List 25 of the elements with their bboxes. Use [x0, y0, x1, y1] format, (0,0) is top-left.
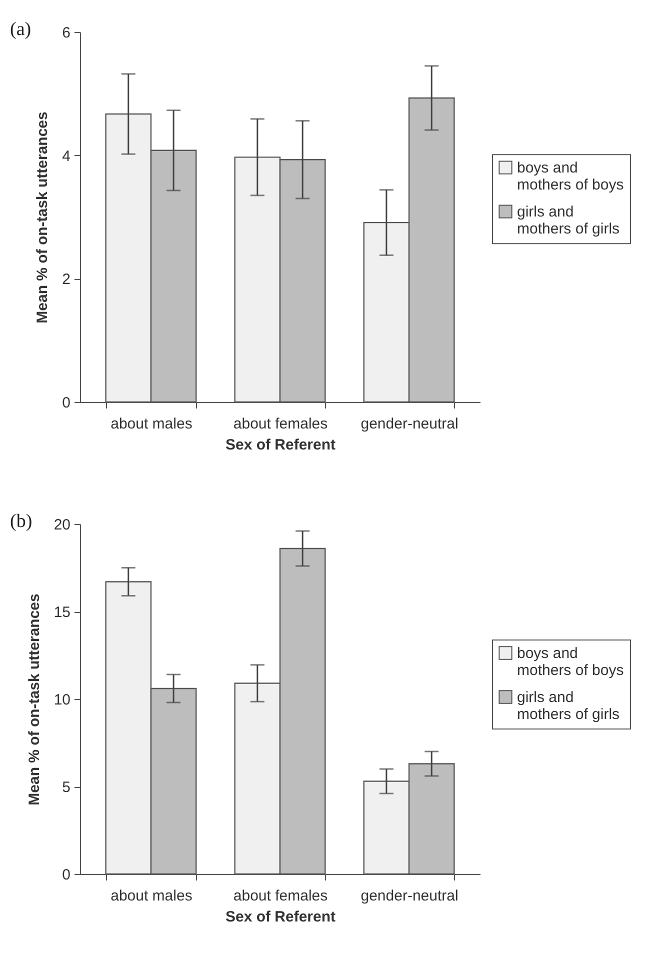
legend-label: girls and mothers of girls: [517, 204, 620, 238]
x-tick-label: about females: [233, 416, 328, 432]
x-tick-label: gender-neutral: [360, 888, 458, 904]
x-tick-label: about males: [110, 888, 192, 904]
x-axis-title: Sex of Referent: [225, 436, 336, 454]
y-tick-label: 6: [62, 24, 70, 42]
x-tick-label: about males: [110, 416, 192, 432]
x-tick-label: about females: [233, 888, 328, 904]
y-tick-label: 5: [62, 779, 70, 796]
chart-title: (b): [10, 511, 32, 532]
y-tick-label: 20: [54, 516, 70, 534]
y-tick-label: 0: [62, 866, 70, 884]
x-tick-label: gender-neutral: [360, 416, 458, 432]
y-tick-label: 10: [54, 692, 70, 708]
legend-label: boys and mothers of boys: [517, 160, 624, 194]
y-tick-label: 4: [62, 148, 70, 165]
y-tick-label: 15: [54, 604, 70, 621]
legend-label: boys and mothers of boys: [517, 645, 624, 679]
x-axis-title: Sex of Referent: [225, 908, 336, 926]
y-tick-label: 2: [62, 271, 70, 288]
legend-label: girls and mothers of girls: [517, 689, 620, 723]
y-axis-title: Mean % of on-task utterances: [26, 594, 43, 806]
y-tick-label: 0: [62, 394, 70, 412]
y-axis-title: Mean % of on-task utterances: [34, 112, 52, 324]
chart-title: (a): [10, 19, 32, 40]
